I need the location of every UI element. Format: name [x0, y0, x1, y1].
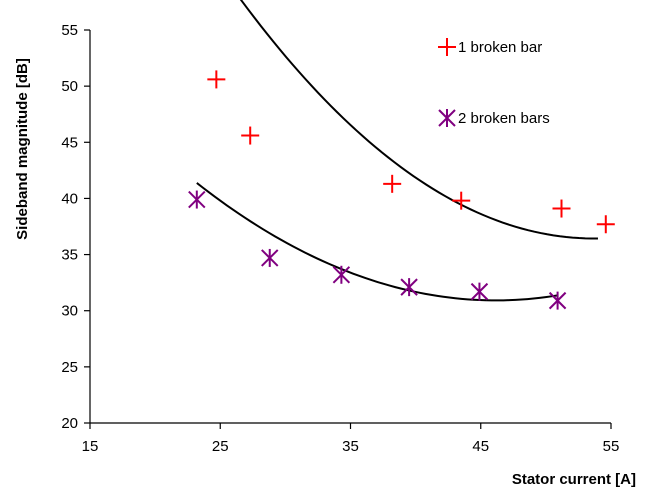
legend-star-icon: [438, 109, 456, 127]
data-point-series-2-4: [400, 278, 418, 297]
x-axis-title: Stator current [A]: [512, 471, 636, 488]
x-tick-label-35: 35: [342, 438, 359, 455]
data-point-series-1-5: [552, 199, 571, 218]
data-points: [188, 70, 615, 310]
y-tick-label-50: 50: [61, 78, 78, 95]
data-point-series-2-3: [332, 265, 351, 284]
y-tick-label-30: 30: [61, 303, 78, 320]
legend-marker-1-broken-bar: [438, 38, 456, 56]
x-tick-label-45: 45: [472, 438, 489, 455]
axis-ticks: 20 25 30 35 40 45 50 55 15 25 35 45 55: [61, 22, 619, 455]
data-point-series-1-2: [241, 126, 260, 145]
data-point-series-2-6: [548, 291, 567, 310]
y-tick-label-35: 35: [61, 247, 78, 264]
trend-line-series-2: [196, 182, 558, 302]
trend-lines: [196, 0, 598, 302]
y-axis-title: Sideband magnitude [dB]: [14, 58, 31, 240]
legend-marker-2-broken-bars: [438, 109, 456, 127]
y-tick-label-45: 45: [61, 134, 78, 151]
legend: 1 broken bar 2 broken bars: [438, 38, 550, 127]
data-point-series-2-5: [470, 282, 489, 301]
data-point-series-1-4: [452, 191, 471, 210]
y-tick-label-40: 40: [61, 190, 78, 207]
data-point-series-1-1: [207, 70, 226, 89]
legend-plus-icon: [438, 38, 456, 56]
x-tick-label-25: 25: [212, 438, 229, 455]
trend-line-series-1: [239, 0, 598, 240]
data-point-series-1-6: [596, 215, 615, 234]
data-point-series-2-2: [261, 248, 279, 267]
x-tick-label-15: 15: [82, 438, 99, 455]
legend-label-2-broken-bars: 2 broken bars: [458, 110, 550, 127]
y-tick-label-20: 20: [61, 415, 78, 432]
data-point-series-1-3: [383, 174, 402, 193]
legend-label-1-broken-bar: 1 broken bar: [458, 39, 542, 56]
y-tick-label-25: 25: [61, 359, 78, 376]
y-tick-label-55: 55: [61, 22, 78, 39]
x-tick-label-55: 55: [603, 438, 620, 455]
data-point-series-2-1: [188, 190, 206, 209]
